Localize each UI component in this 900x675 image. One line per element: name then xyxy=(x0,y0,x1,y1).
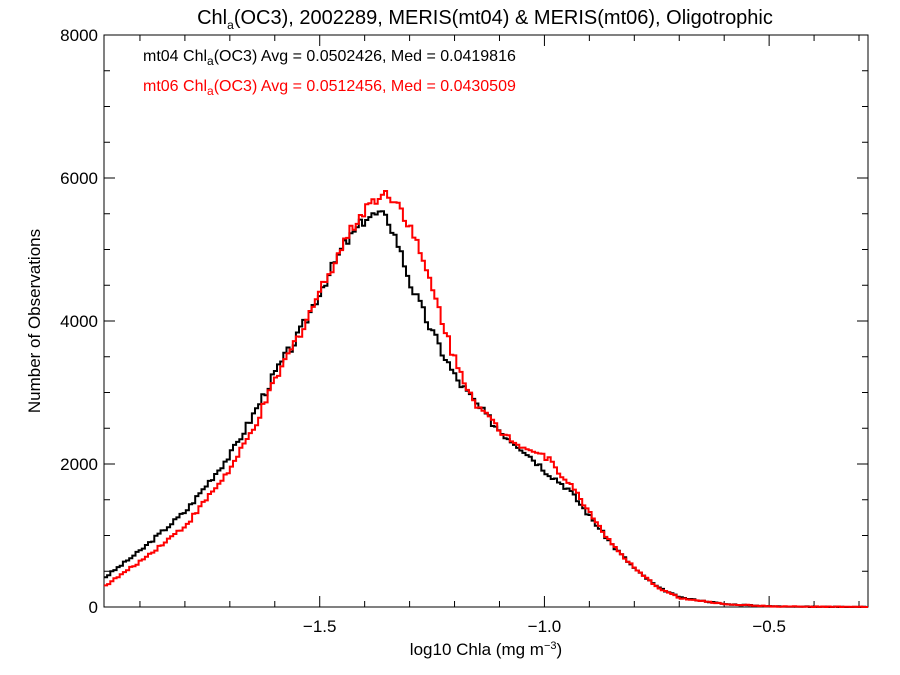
x-axis-label: log10 Chla (mg m−3) xyxy=(410,640,562,659)
x-axis-label-sup: −3 xyxy=(544,640,557,652)
chart-title-sub: a xyxy=(227,18,234,32)
legend-mt06-pre: mt06 Chl xyxy=(143,78,207,95)
x-axis-label-post: ) xyxy=(557,640,563,659)
legend-mt06-post: (OC3) Avg = 0.0512456, Med = 0.0430509 xyxy=(214,78,516,95)
y-tick-label: 8000 xyxy=(60,26,98,45)
x-tick-label: −0.5 xyxy=(752,617,786,636)
x-tick-label: −1.0 xyxy=(528,617,562,636)
y-tick-label: 2000 xyxy=(60,455,98,474)
series-mt06-line xyxy=(104,190,868,608)
plot-frame xyxy=(103,34,869,608)
chart-title: Chla(OC3), 2002289, MERIS(mt04) & MERIS(… xyxy=(197,7,773,32)
legend-mt06-sub: a xyxy=(207,84,214,98)
series-mt04-line xyxy=(104,210,868,608)
x-axis-label-pre: log10 Chla (mg m xyxy=(410,640,544,659)
y-tick-label: 6000 xyxy=(60,169,98,188)
x-tick-label: −1.5 xyxy=(303,617,337,636)
legend-mt04-post: (OC3) Avg = 0.0502426, Med = 0.0419816 xyxy=(214,48,516,65)
y-tick-label: 4000 xyxy=(60,312,98,331)
y-axis-label: Number of Observations xyxy=(25,229,44,413)
legend-entry-mt06: mt06 Chla(OC3) Avg = 0.0512456, Med = 0.… xyxy=(143,78,516,98)
y-tick-label: 0 xyxy=(89,598,98,617)
chart-title-pre: Chl xyxy=(197,7,227,29)
legend-entry-mt04: mt04 Chla(OC3) Avg = 0.0502426, Med = 0.… xyxy=(143,48,516,68)
legend-mt04-pre: mt04 Chl xyxy=(143,48,207,65)
chart-title-post: (OC3), 2002289, MERIS(mt04) & MERIS(mt06… xyxy=(234,7,773,29)
series-group xyxy=(104,190,868,608)
axis-ticks: −1.5 −1.0 −0.5 0 2000 4000 6000 8000 xyxy=(60,26,868,636)
legend-mt04-sub: a xyxy=(207,54,214,68)
